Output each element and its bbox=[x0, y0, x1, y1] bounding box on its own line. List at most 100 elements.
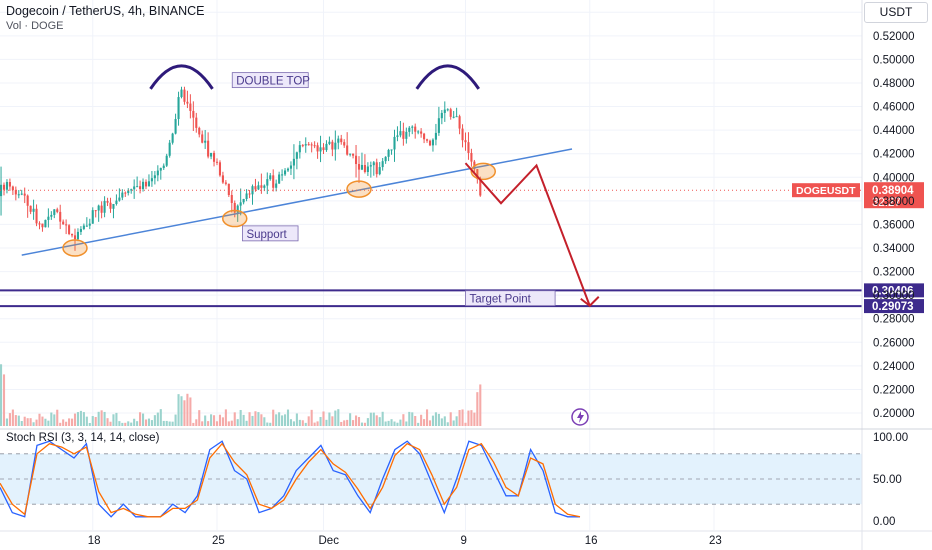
volume-bar bbox=[115, 412, 118, 426]
volume-bar bbox=[73, 413, 77, 426]
volume-bar bbox=[242, 414, 245, 426]
candle-body bbox=[431, 139, 435, 146]
volume-bar bbox=[263, 417, 266, 426]
candle-body bbox=[192, 110, 195, 118]
candle-body bbox=[215, 161, 219, 163]
candle-body bbox=[136, 186, 139, 188]
volume-bar bbox=[283, 414, 287, 426]
x-tick-label: Dec bbox=[319, 535, 340, 547]
volume-bar bbox=[275, 414, 278, 426]
volume-bar bbox=[136, 421, 139, 426]
candle-body bbox=[414, 126, 417, 132]
candle-body bbox=[420, 131, 423, 134]
currency-button[interactable]: USDT bbox=[864, 2, 928, 23]
volume-bar bbox=[85, 416, 88, 426]
candle-body bbox=[278, 174, 281, 184]
candle-body bbox=[254, 186, 257, 190]
candle-body bbox=[68, 225, 71, 234]
candle-body bbox=[360, 164, 364, 170]
target-level-value: 0.29073 bbox=[872, 301, 914, 313]
candle-body bbox=[50, 214, 53, 217]
volume-bar bbox=[473, 412, 476, 426]
candle-body bbox=[14, 190, 17, 195]
candle-body bbox=[0, 184, 3, 197]
candle-body bbox=[212, 152, 216, 162]
candle-body bbox=[230, 195, 233, 203]
volume-bar bbox=[434, 412, 437, 426]
candle-body bbox=[5, 182, 9, 190]
candle-body bbox=[38, 223, 41, 225]
candle-body bbox=[340, 138, 343, 143]
symbol-tag bbox=[792, 183, 860, 198]
candle-body bbox=[44, 219, 47, 228]
volume-bar bbox=[227, 421, 230, 426]
candle-body bbox=[35, 208, 38, 224]
support-touch-marker bbox=[470, 162, 496, 181]
volume-bar bbox=[239, 409, 242, 426]
volume-bar bbox=[174, 414, 177, 426]
candle-body bbox=[449, 109, 452, 117]
candle-body bbox=[369, 165, 372, 167]
candle-body bbox=[233, 202, 236, 213]
y-tick-label: 0.20000 bbox=[873, 408, 915, 420]
volume-bar bbox=[144, 419, 148, 426]
candle-body bbox=[239, 202, 242, 206]
candle-body bbox=[452, 116, 455, 118]
volume-bar bbox=[198, 410, 201, 426]
volume-bar bbox=[310, 409, 313, 426]
candle-body bbox=[399, 131, 402, 136]
y-tick-label: 0.48000 bbox=[873, 78, 915, 90]
volume-bar bbox=[390, 419, 393, 426]
candle-body bbox=[118, 197, 121, 201]
volume-bar bbox=[272, 409, 275, 426]
annotation-box bbox=[242, 225, 299, 242]
volume-bar bbox=[260, 414, 263, 426]
volume-bar bbox=[396, 422, 399, 426]
volume-bar bbox=[68, 418, 71, 426]
volume-bar bbox=[44, 418, 47, 426]
candle-body bbox=[174, 119, 177, 134]
candle-body bbox=[73, 235, 77, 240]
support-touch-marker bbox=[346, 180, 372, 198]
candle-body bbox=[147, 181, 151, 187]
volume-bar bbox=[393, 421, 396, 426]
y-tick-label: 0.36000 bbox=[873, 219, 915, 231]
volume-bar bbox=[17, 415, 20, 426]
candle-body bbox=[470, 152, 473, 162]
volume-bar bbox=[304, 422, 307, 426]
candle-body bbox=[281, 174, 284, 176]
candle-body bbox=[328, 141, 331, 144]
volume-bar bbox=[443, 416, 446, 426]
candle-body bbox=[461, 128, 464, 141]
candle-body bbox=[227, 183, 230, 196]
candle-body bbox=[440, 112, 443, 119]
volume-bar bbox=[248, 412, 251, 426]
candle-body bbox=[298, 145, 301, 153]
candle-body bbox=[434, 132, 437, 140]
candle-body bbox=[41, 223, 44, 228]
volume-bar bbox=[118, 421, 121, 426]
y-tick-label: 0.38000 bbox=[873, 196, 915, 208]
candle-body bbox=[331, 141, 334, 150]
volume-bar bbox=[5, 418, 9, 426]
volume-bar bbox=[162, 420, 165, 426]
candle-body bbox=[334, 142, 337, 150]
candle-body bbox=[141, 181, 145, 190]
candle-body bbox=[242, 198, 245, 203]
candle-body bbox=[124, 192, 127, 194]
stoch-rsi-label: Stoch RSI (3, 3, 14, 14, close) bbox=[6, 432, 160, 444]
target-level-tag bbox=[864, 283, 924, 298]
volume-bar bbox=[458, 410, 461, 426]
candle-body bbox=[224, 182, 227, 184]
volume-bar bbox=[139, 412, 142, 426]
volume-bar bbox=[32, 422, 35, 426]
volume-bar bbox=[26, 418, 29, 426]
candle-body bbox=[408, 127, 411, 132]
candle-body bbox=[313, 145, 316, 147]
volume-bar bbox=[278, 412, 281, 426]
volume-bar bbox=[156, 412, 159, 426]
volume-bar bbox=[20, 421, 23, 426]
volume-bar bbox=[346, 419, 349, 426]
